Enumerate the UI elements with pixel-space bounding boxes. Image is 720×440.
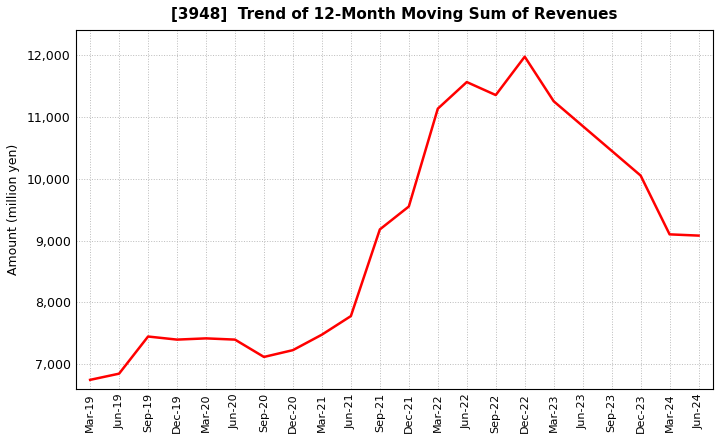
- Title: [3948]  Trend of 12-Month Moving Sum of Revenues: [3948] Trend of 12-Month Moving Sum of R…: [171, 7, 618, 22]
- Y-axis label: Amount (million yen): Amount (million yen): [7, 144, 20, 275]
